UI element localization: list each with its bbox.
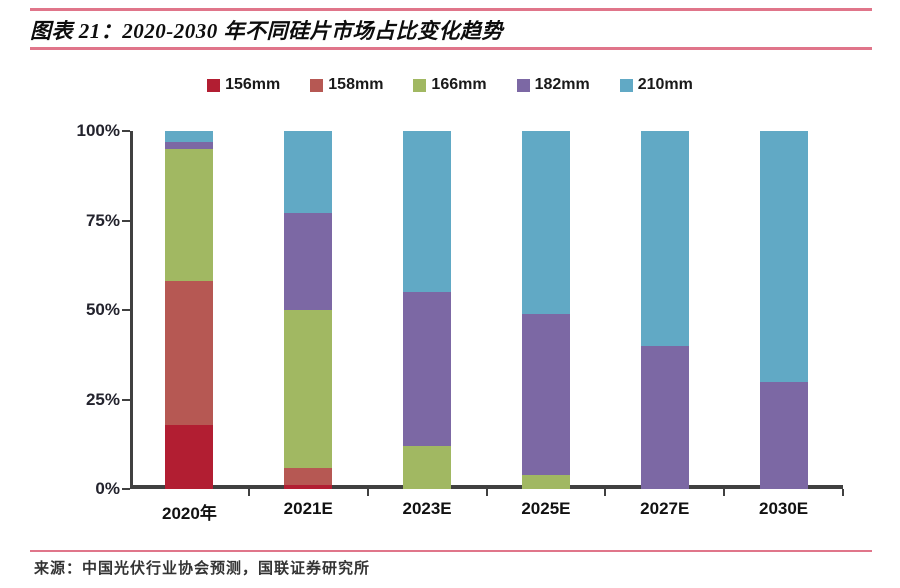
stacked-bar-2030E	[759, 131, 808, 489]
x-axis-tick-mark	[842, 489, 844, 496]
y-axis-tick-mark	[122, 309, 130, 311]
source-note: 来源：中国光伏行业协会预测，国联证券研究所	[34, 561, 371, 577]
bar-segment-166mm	[521, 474, 570, 489]
bar-segment-182mm	[759, 381, 808, 489]
x-axis-tick-mark	[723, 489, 726, 496]
x-axis-category-label: 2021E	[283, 499, 333, 518]
bar-segment-210mm	[403, 131, 452, 293]
legend-item-158mm: 158mm	[310, 76, 383, 94]
y-axis-tick-label: 75%	[85, 210, 120, 230]
top-accent-rule	[30, 8, 872, 11]
stacked-bar-2023E	[403, 131, 452, 489]
plot-area	[130, 131, 843, 489]
stacked-bar-2020年	[165, 131, 214, 489]
legend-swatch-icon	[413, 78, 427, 92]
x-axis-tick-mark	[247, 489, 250, 496]
bar-segment-210mm	[284, 131, 333, 214]
legend-item-166mm: 166mm	[413, 76, 487, 94]
x-axis-tick-mark	[366, 489, 369, 496]
legend-swatch-icon	[207, 78, 221, 92]
x-axis-category-label: 2030E	[758, 499, 809, 518]
y-axis-tick-mark	[122, 130, 130, 132]
x-axis-category-label: 2025E	[521, 499, 571, 518]
title-underline-rule	[30, 47, 872, 50]
bar-segment-156mm	[165, 424, 214, 489]
bar-segment-156mm	[284, 485, 333, 489]
bar-segment-166mm	[284, 310, 333, 468]
chart-legend: 156mm 158mm 166mm 182mm 210mm	[0, 76, 900, 94]
bar-segment-210mm	[165, 131, 214, 142]
y-axis-tick-label: 0%	[95, 479, 120, 498]
legend-swatch-icon	[619, 78, 633, 92]
x-axis-tick-mark	[604, 489, 607, 496]
y-axis-tick-label: 100%	[76, 121, 120, 140]
legend-item-210mm: 210mm	[619, 76, 693, 94]
legend-label: 158mm	[328, 76, 384, 93]
y-axis-tick-mark	[122, 398, 130, 401]
y-axis-tick-label: 25%	[85, 389, 120, 409]
chart-title: 图表 21：2020-2030 年不同硅片市场占比变化趋势	[30, 19, 503, 43]
x-axis-category-label: 2027E	[640, 499, 690, 518]
legend-label: 182mm	[534, 76, 590, 93]
bar-segment-158mm	[284, 467, 333, 486]
bar-segment-182mm	[165, 141, 214, 149]
legend-item-182mm: 182mm	[516, 76, 590, 94]
y-axis-tick-mark	[122, 488, 130, 490]
legend-label: 156mm	[225, 76, 281, 93]
bar-segment-166mm	[165, 148, 214, 282]
y-axis-tick-label: 50%	[85, 300, 120, 319]
stacked-bar-2025E	[521, 131, 570, 489]
bar-segment-182mm	[284, 213, 333, 310]
bar-segment-182mm	[640, 345, 689, 489]
bar-segment-182mm	[403, 292, 452, 447]
x-axis-category-label: 2020年	[162, 504, 217, 523]
legend-label: 166mm	[431, 76, 487, 93]
bar-segment-210mm	[759, 131, 808, 382]
stacked-bar-2021E	[284, 131, 333, 489]
bar-segment-210mm	[521, 131, 570, 314]
stacked-bar-2027E	[640, 131, 689, 489]
bar-segment-158mm	[165, 281, 214, 425]
legend-swatch-icon	[516, 78, 530, 92]
legend-label: 210mm	[637, 76, 693, 93]
bar-segment-182mm	[521, 313, 570, 475]
bar-segment-210mm	[640, 131, 689, 346]
legend-item-156mm: 156mm	[207, 76, 280, 94]
bar-segment-166mm	[403, 446, 452, 489]
footer-accent-rule	[30, 550, 872, 552]
y-axis-tick-mark	[122, 219, 130, 222]
x-axis-tick-mark	[485, 489, 488, 496]
legend-swatch-icon	[310, 78, 324, 92]
x-axis-category-label: 2023E	[402, 499, 452, 518]
